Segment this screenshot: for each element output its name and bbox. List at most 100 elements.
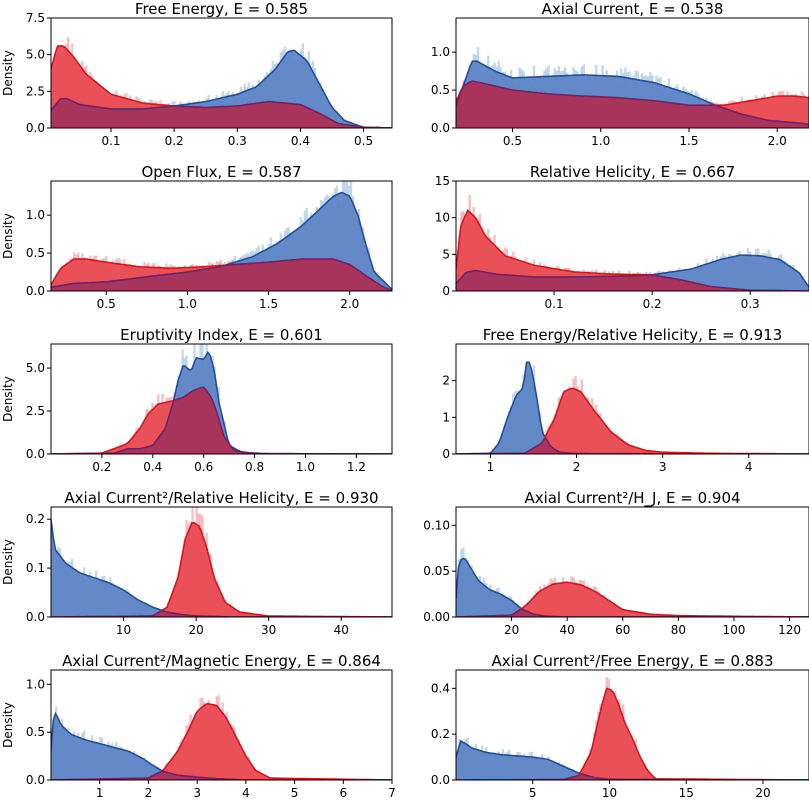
x-tick-label: 0.1 (101, 134, 120, 148)
panel-title: Axial Current²/Free Energy, E = 0.883 (491, 652, 773, 670)
y-tick-label: 1.0 (26, 208, 45, 222)
y-tick-label: 0.0 (26, 610, 45, 624)
y-axis-label: Density (1, 213, 15, 259)
overlap-line (51, 258, 392, 291)
overlap-line (456, 608, 809, 617)
panel-title: Axial Current²/H_J, E = 0.904 (524, 489, 740, 508)
blue-density-area (51, 713, 392, 780)
x-tick-label: 0.2 (643, 297, 662, 311)
x-tick-label: 0.1 (545, 297, 564, 311)
x-tick-label: 120 (778, 623, 801, 637)
x-tick-label: 3 (659, 460, 667, 474)
x-tick-label: 0.6 (194, 460, 213, 474)
x-tick-label: 20 (188, 623, 203, 637)
y-tick-label: 0.2 (26, 512, 45, 526)
y-tick-label: 0.10 (423, 518, 450, 532)
x-tick-label: 80 (671, 623, 686, 637)
x-tick-label: 100 (722, 623, 745, 637)
panel-6: 1 2 3 4 0 1 2 Free Energy/Relative Helicity, E … (442, 326, 809, 474)
y-tick-label: 0.00 (423, 610, 450, 624)
plot-area (51, 695, 392, 780)
overlap-line (51, 98, 392, 128)
x-tick-label: 7 (388, 786, 396, 800)
x-tick-label: 40 (560, 623, 575, 637)
x-tick-label: 10 (116, 623, 131, 637)
axes-frame (50, 17, 393, 129)
plot-area (456, 194, 809, 291)
y-tick-label: 5.0 (26, 48, 45, 62)
red-density-area (51, 522, 392, 617)
y-axis-label: Density (1, 376, 15, 422)
y-axis-label: Density (1, 50, 15, 96)
x-tick-label: 0.2 (165, 134, 184, 148)
plot-area (51, 37, 392, 128)
blue-density-line (456, 557, 809, 617)
x-tick-label: 0.5 (503, 134, 522, 148)
panel-title: Axial Current²/Magnetic Energy, E = 0.86… (62, 652, 381, 670)
y-tick-label: 0.05 (423, 564, 450, 578)
overlap-area (456, 437, 809, 454)
y-tick-label: 2 (442, 374, 450, 388)
x-tick-label: 0.3 (228, 134, 247, 148)
panel-7: 10 20 30 40 0.0 0.1 0.2 Density Axial Current²/R… (1, 489, 393, 637)
panel-4: 0.1 0.2 0.3 0 5 10 15 Relative Helicity, E = 0.… (435, 163, 809, 311)
y-tick-label: 10 (435, 211, 450, 225)
x-tick-label: 20 (504, 623, 519, 637)
y-tick-label: 2.5 (26, 84, 45, 98)
overlap-area (51, 259, 392, 291)
plot-area (51, 181, 392, 291)
plot-area (456, 361, 809, 454)
x-tick-label: 0.4 (291, 134, 310, 148)
y-tick-label: 0.0 (26, 447, 45, 461)
overlap-area (51, 98, 392, 128)
overlap-area (456, 270, 809, 291)
y-tick-label: 0 (442, 447, 450, 461)
x-tick-label: 20 (755, 786, 770, 800)
y-tick-label: 0.0 (26, 284, 45, 298)
axes-frame (50, 506, 393, 618)
x-tick-label: 15 (679, 786, 694, 800)
plot-area (456, 676, 809, 780)
panel-10: 5 10 15 20 0.0 0.2 0.4 Axial Current²/Free Ener… (431, 652, 809, 800)
y-tick-label: 5.0 (26, 361, 45, 375)
x-tick-label: 2 (573, 460, 581, 474)
y-tick-label: 5 (442, 247, 450, 261)
y-tick-label: 0.0 (26, 121, 45, 135)
axes-frame (50, 669, 393, 781)
x-tick-label: 3 (193, 786, 201, 800)
x-tick-label: 1.0 (296, 460, 315, 474)
axes-frame (455, 669, 809, 781)
axes-frame (455, 17, 809, 129)
blue-density-area (456, 741, 809, 780)
y-tick-label: 0.1 (26, 561, 45, 575)
panel-title: Free Energy, E = 0.585 (135, 0, 308, 18)
blue-density-area (51, 519, 392, 617)
panel-9: 1 2 3 4 5 6 7 0.0 0.5 1.0 Density Axial Current²/Ma… (1, 652, 396, 800)
axes-frame (455, 343, 809, 455)
y-tick-label: 0.5 (26, 725, 45, 739)
panel-8: 20 40 60 80 100 120 0.00 0.05 0.10 Axial Current²… (423, 489, 809, 637)
panel-title: Relative Helicity, E = 0.667 (530, 163, 735, 181)
y-tick-label: 1 (442, 410, 450, 424)
plot-area (51, 507, 392, 617)
overlap-line (456, 80, 809, 125)
blue-density-area (456, 362, 809, 454)
overlap-area (51, 387, 392, 454)
panel-title: Free Energy/Relative Helicity, E = 0.913 (483, 326, 783, 344)
axes-frame (50, 343, 393, 455)
y-tick-label: 0.2 (431, 727, 450, 741)
x-tick-label: 1.0 (178, 297, 197, 311)
y-tick-label: 0.5 (26, 246, 45, 260)
panel-2: 0.5 1.0 1.5 2.0 0.0 0.5 1.0 Axial Current, E = … (431, 0, 809, 148)
y-tick-label: 0.0 (26, 773, 45, 787)
overlap-area (456, 81, 809, 128)
panel-title: Axial Current²/Relative Helicity, E = 0.… (64, 489, 378, 507)
x-tick-label: 10 (602, 786, 617, 800)
x-tick-label: 40 (334, 623, 349, 637)
panel-5: 0.2 0.4 0.6 0.8 1.0 1.2 0.0 2.5 5.0 Density Erupti… (1, 326, 393, 474)
plot-area (51, 344, 392, 454)
x-tick-label: 4 (242, 786, 250, 800)
y-tick-label: 0.5 (431, 83, 450, 97)
x-tick-label: 0.2 (92, 460, 111, 474)
x-tick-label: 1 (487, 460, 495, 474)
